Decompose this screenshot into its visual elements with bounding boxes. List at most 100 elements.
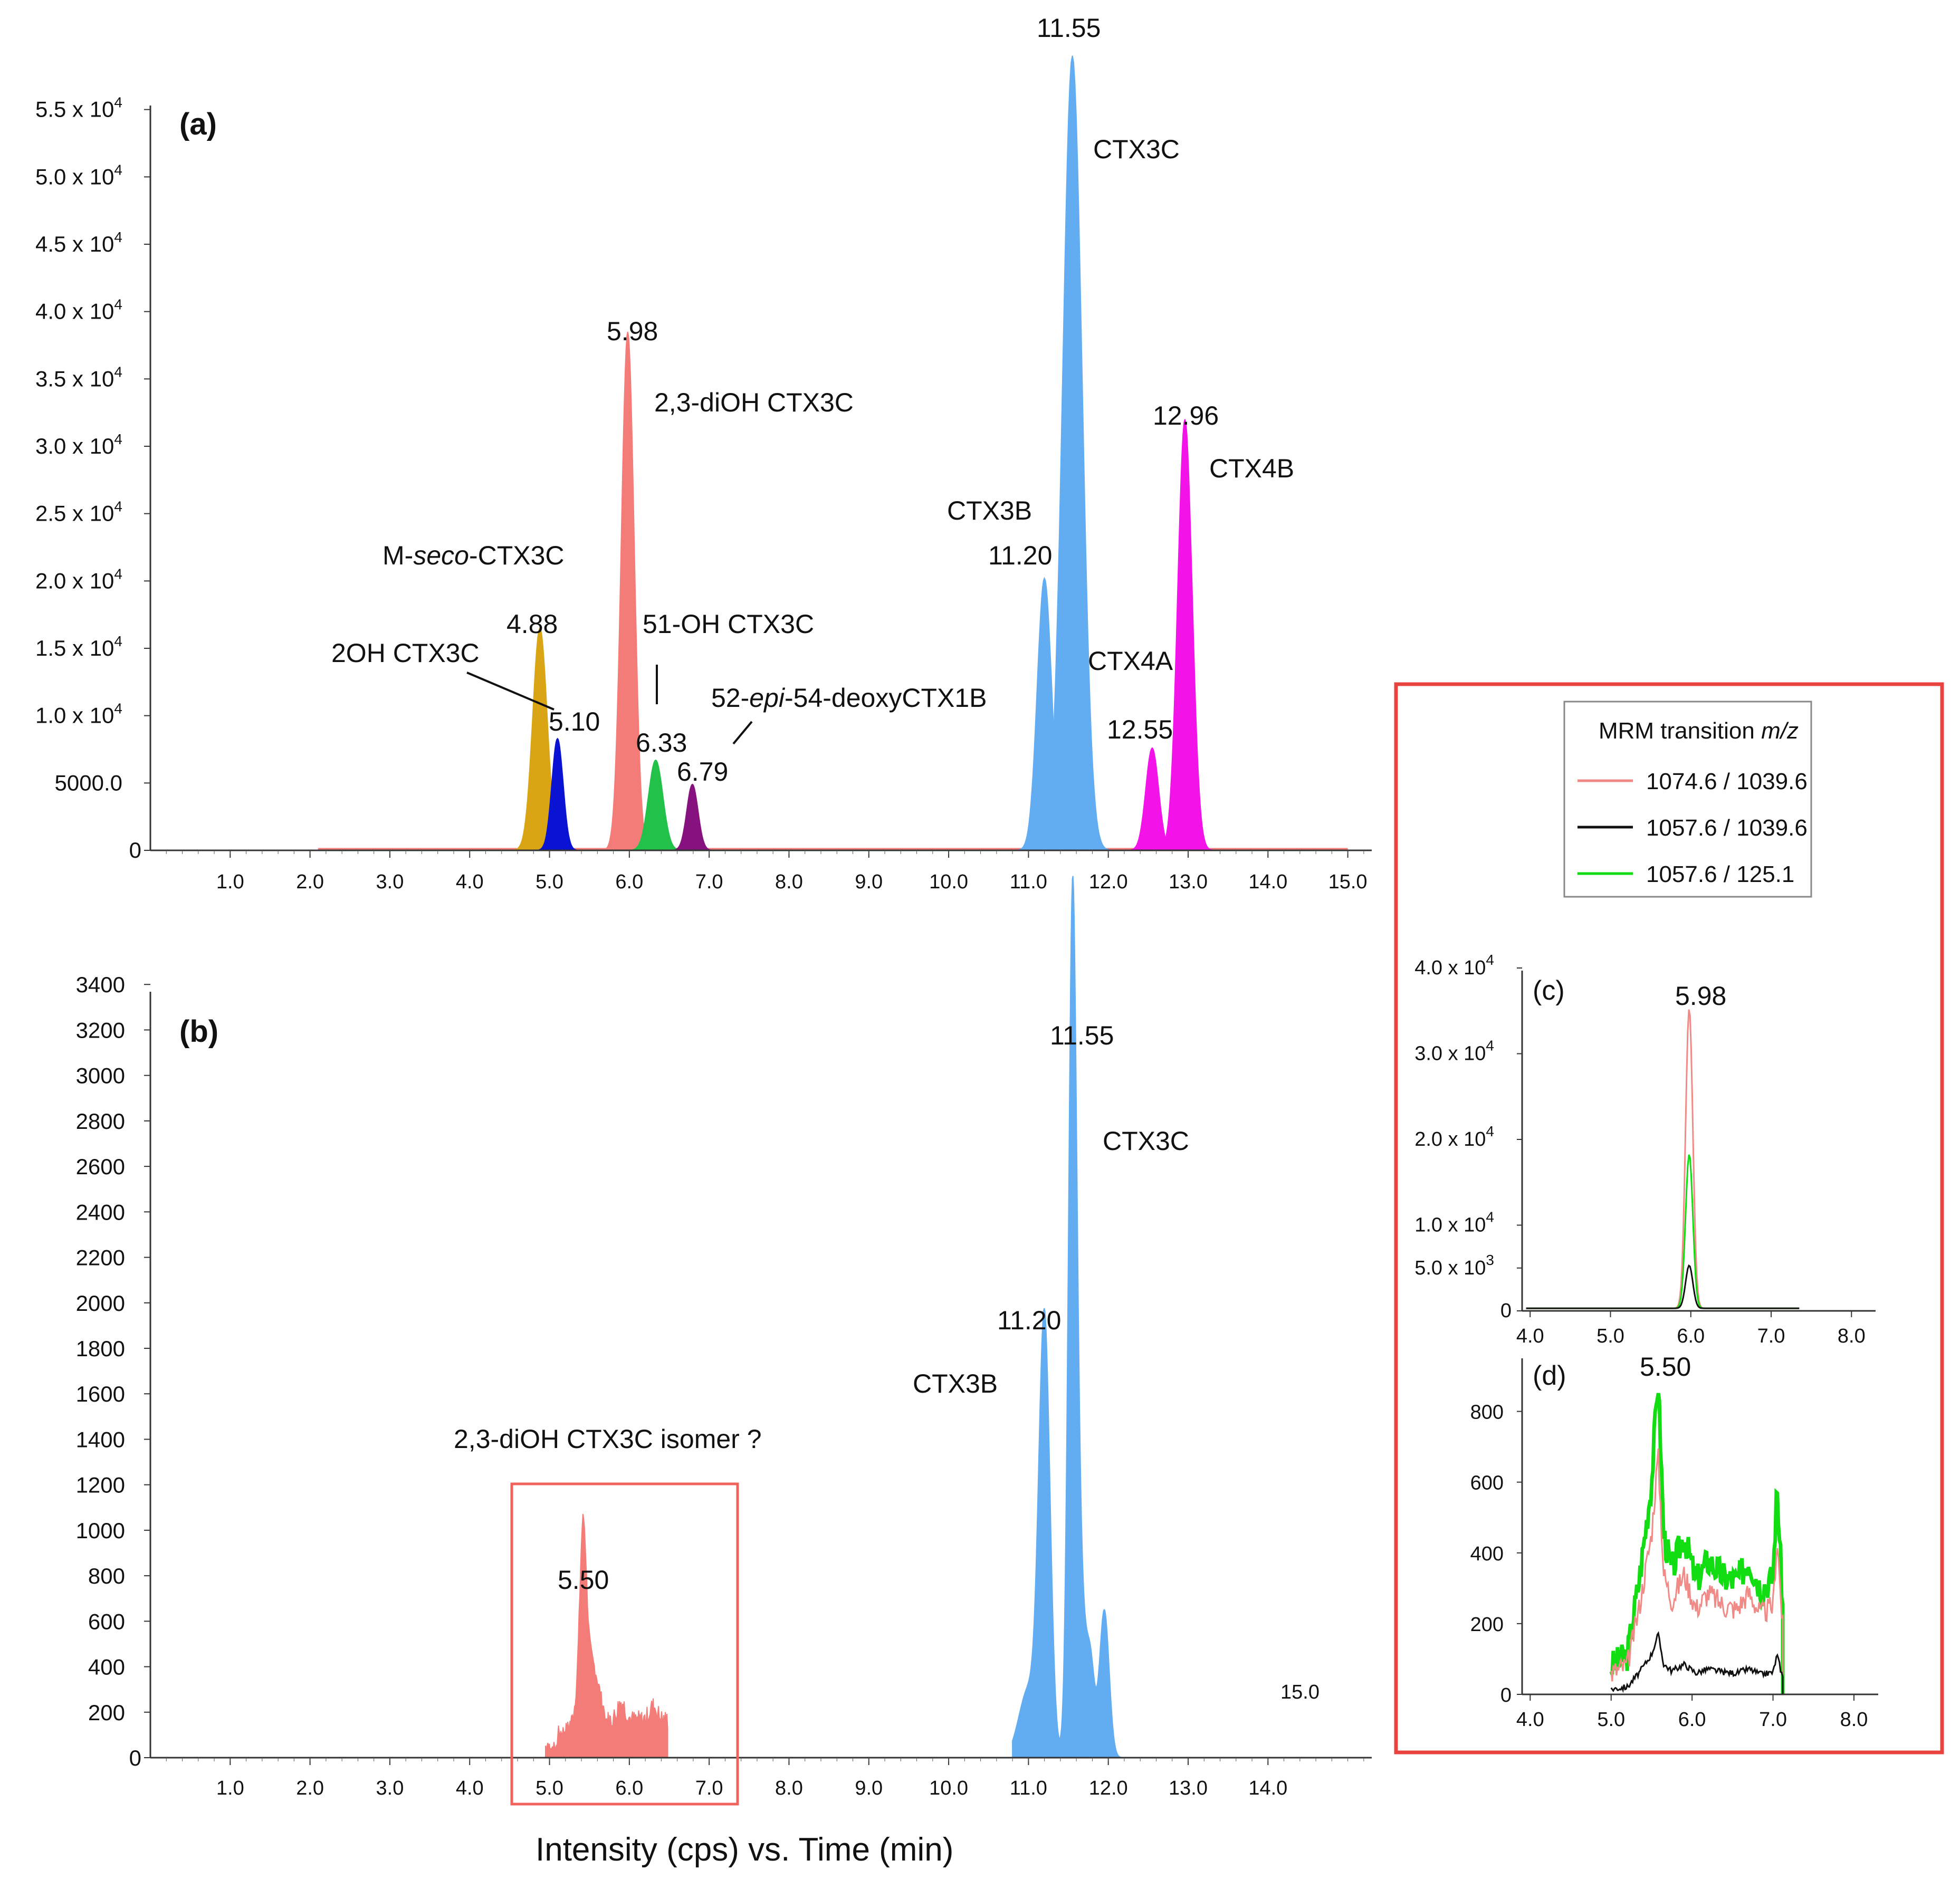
panel-d-series-1 — [1610, 1448, 1784, 1694]
panel-b-isomer-trace — [544, 1513, 668, 1758]
panel-a-y-tick-label-mantissa: 1.5 x 10 — [35, 636, 114, 660]
panel-c-x-tick-label: 7.0 — [1757, 1325, 1785, 1347]
panel-a-y-tick-label: 0 — [129, 838, 141, 862]
panel-a-y-tick-label-mantissa: 5.5 x 10 — [35, 97, 114, 122]
panel-c-series-0 — [1526, 1009, 1800, 1309]
panel-c-y-tick-label: 0 — [1500, 1300, 1512, 1322]
compound-ctx4a: CTX4A — [1088, 646, 1173, 676]
panel-c-x-tick-label: 8.0 — [1838, 1325, 1866, 1347]
panel-a-x-tick-label: 14.0 — [1248, 871, 1287, 893]
compound-52-epi-54-deoxyctx1b: 52-epi-54-deoxyCTX1B — [711, 683, 987, 713]
panel-b-x-tick-label: 1.0 — [216, 1777, 244, 1799]
panel-a-x-tick-label: 1.0 — [216, 871, 244, 893]
panel-b-y-tick-label: 2200 — [76, 1245, 125, 1270]
panel-c-y-tick-label-exp: 4 — [1486, 1209, 1494, 1225]
panel-c-y-tick-label-exp: 4 — [1486, 952, 1494, 968]
panel-b-y-ticks: 3400 3200 3000 2800 2600 2400 2200 2000 1800 1600… — [76, 972, 150, 1770]
panel-a-y-tick-label-exp: 4 — [114, 296, 122, 313]
panel-c-y-tick-label: 5.0 x 103 — [1414, 1252, 1494, 1279]
panel-a-y-tick-label-exp: 4 — [114, 701, 122, 717]
panel-c-peak-label: 5.98 — [1675, 981, 1726, 1011]
panel-a-y-tick-label-exp: 4 — [114, 94, 122, 111]
panel-c-y-tick-label: 3.0 x 104 — [1414, 1038, 1494, 1065]
legend-title: MRM transition m/z — [1599, 718, 1799, 744]
panel-b-y-tick-label: 200 — [88, 1700, 125, 1725]
epi-prefix: 52- — [711, 683, 749, 713]
panel-c-x-tick-label: 6.0 — [1677, 1325, 1705, 1347]
panel-d-x-ticks: 4.0 5.0 6.0 7.0 8.0 — [1516, 1694, 1868, 1731]
panel-a-x-tick-label: 5.0 — [536, 871, 563, 893]
legend-title-prefix: MRM transition — [1599, 718, 1761, 744]
panel-a-y-tick-label-mantissa: 3.0 x 10 — [35, 434, 114, 458]
panel-a-peaks — [318, 55, 1348, 851]
panel-b: 1.0 2.0 3.0 4.0 5.0 6.0 7.0 8.0 9.0 10.0 11.0 12.0 1… — [76, 876, 1372, 1806]
panel-b-peaks — [544, 876, 1133, 1758]
peak-label-b-11-20: 11.20 — [997, 1306, 1061, 1335]
panel-a-x-tick-label: 3.0 — [376, 871, 404, 893]
peak-label-b-11-55: 11.55 — [1050, 1021, 1114, 1050]
panel-a-y-tick-label: 4.5 x 104 — [35, 229, 122, 256]
panel-c-x-tick-label: 4.0 — [1516, 1325, 1544, 1347]
panel-a-x-tick-label: 4.0 — [456, 871, 484, 893]
panel-a-y-tick-label: 3.5 x 104 — [35, 363, 122, 391]
compound-2oh-ctx3c: 2OH CTX3C — [331, 638, 480, 668]
legend-item-label: 1074.6 / 1039.6 — [1646, 769, 1808, 794]
panel-d-y-tick-label: 400 — [1470, 1543, 1504, 1565]
panel-a-peak-4 — [670, 783, 715, 851]
panel-a-x-tick-label: 11.0 — [1010, 871, 1047, 893]
panel-d-y-tick-label: 200 — [1470, 1614, 1504, 1636]
epi-suffix: -54-deoxyCTX1B — [785, 683, 987, 713]
compound-ctx4b: CTX4B — [1209, 454, 1294, 483]
panel-a-y-tick-label-mantissa: 1.0 x 10 — [35, 703, 114, 728]
panel-b-y-tick-label: 2400 — [76, 1200, 125, 1224]
peak-label-12-96: 12.96 — [1153, 401, 1219, 430]
panel-a-x-tick-label: 13.0 — [1169, 871, 1208, 893]
peak-label-11-20: 11.20 — [988, 541, 1052, 570]
panel-b-x-tick-label: 11.0 — [1010, 1777, 1047, 1799]
peak-label-4-88: 4.88 — [506, 609, 558, 639]
panel-b-x-tick-label: 14.0 — [1248, 1777, 1287, 1799]
panel-c-y-tick-label-exp: 4 — [1486, 1038, 1494, 1054]
legend-item-label: 1057.6 / 1039.6 — [1646, 815, 1808, 841]
panel-a-y-tick-label-exp: 4 — [114, 229, 122, 245]
panel-a-label: (a) — [179, 107, 217, 141]
panel-c-y-tick-label-exp: 3 — [1486, 1252, 1494, 1268]
epi-italic: epi — [749, 683, 786, 713]
panel-d-x-tick-label: 7.0 — [1759, 1709, 1787, 1731]
panel-b-ctx-trace — [1012, 876, 1133, 1758]
panel-d-x-tick-label: 4.0 — [1516, 1709, 1544, 1731]
panel-a-peak-8 — [1156, 419, 1214, 851]
panel-a-x-tick-label: 2.0 — [296, 871, 324, 893]
panel-a-y-tick-label-exp: 4 — [114, 498, 122, 515]
panel-d-lines — [1609, 1393, 1785, 1694]
panel-b-x-tick-extra: 15.0 — [1280, 1681, 1320, 1703]
panel-c-y-tick-label: 4.0 x 104 — [1414, 952, 1494, 979]
panel-b-x-tick-label: 2.0 — [296, 1777, 324, 1799]
panel-a-x-tick-label: 8.0 — [775, 871, 803, 893]
panel-b-y-tick-label: 1400 — [76, 1427, 125, 1452]
leader-2oh-ctx3c — [466, 672, 554, 711]
panel-b-y-tick-label: 3200 — [76, 1018, 125, 1042]
panel-d-series-0 — [1609, 1393, 1785, 1694]
panel-a-y-tick-label-mantissa: 4.5 x 10 — [35, 232, 114, 256]
compound-b-ctx3c: CTX3C — [1103, 1126, 1189, 1156]
panel-a-y-tick-label-exp: 4 — [114, 161, 122, 178]
panel-a-peak-6 — [1034, 55, 1111, 851]
panel-a-y-tick-label-mantissa: 2.5 x 10 — [35, 501, 114, 526]
peak-label-5-10: 5.10 — [549, 707, 600, 736]
panel-a-y-tick-label: 4.0 x 104 — [35, 296, 122, 324]
panel-a-y-tick-label-exp: 4 — [114, 633, 122, 649]
m-seco-suffix: -CTX3C — [469, 541, 565, 570]
panel-b-x-ticks: 1.0 2.0 3.0 4.0 5.0 6.0 7.0 8.0 9.0 10.0 11.0 12.0 1… — [166, 1758, 1364, 1799]
panel-b-x-tick-label: 3.0 — [376, 1777, 404, 1799]
panel-c-y-tick-label-mantissa: 4.0 x 10 — [1414, 957, 1486, 979]
legend: MRM transition m/z 1074.6 / 1039.6 1057.6… — [1563, 701, 1812, 898]
panel-a-x-tick-label: 9.0 — [855, 871, 883, 893]
panel-b-y-tick-label: 400 — [88, 1655, 125, 1680]
panel-a-y-tick-label: 2.5 x 104 — [35, 498, 122, 526]
panel-c-series-2 — [1526, 1264, 1800, 1309]
panel-a-y-tick-label-mantissa: 5.0 x 10 — [35, 164, 114, 189]
